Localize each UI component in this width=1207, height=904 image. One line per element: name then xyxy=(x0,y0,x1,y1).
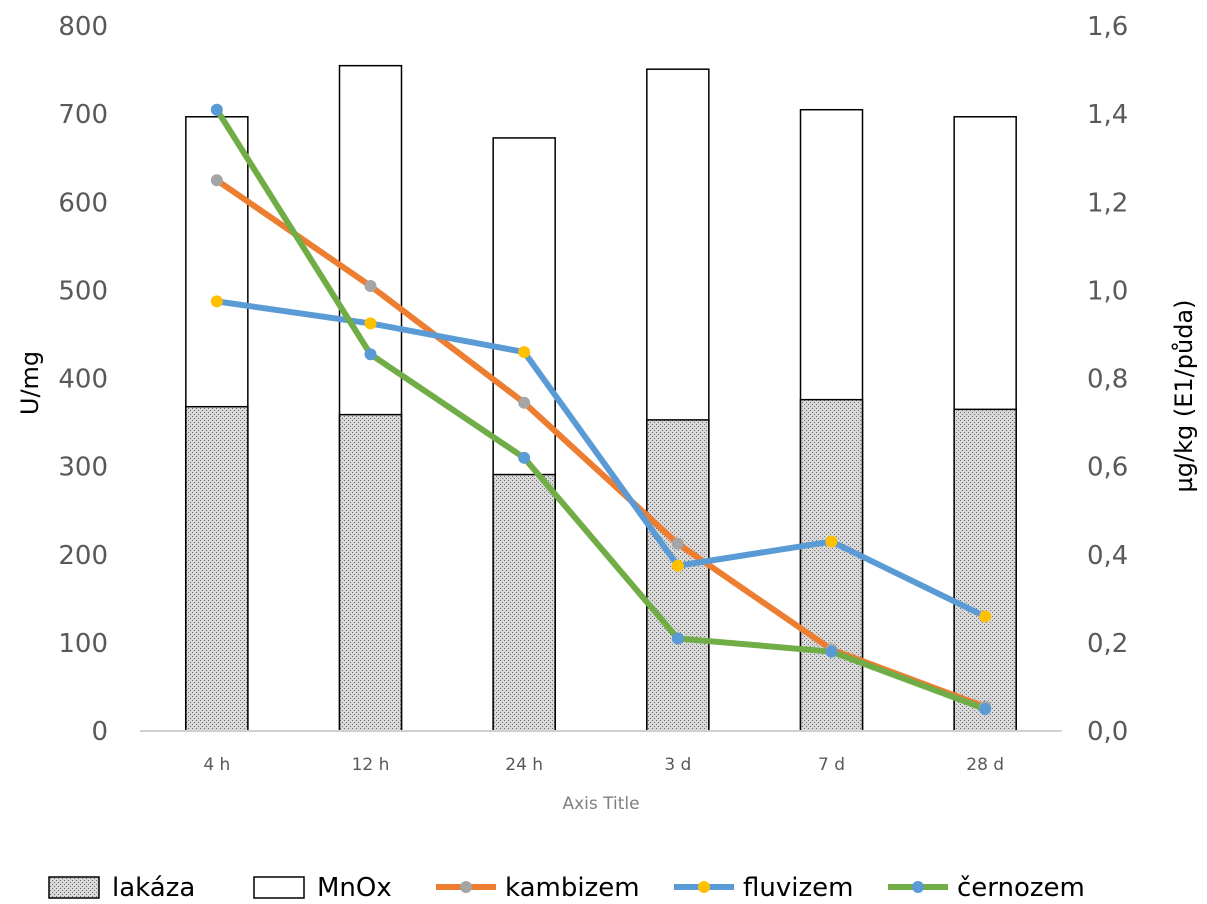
x-tick-label: 12 h xyxy=(352,755,390,775)
line-layer xyxy=(210,103,992,715)
point-cernozem-12-h xyxy=(364,348,377,361)
point-fluvizem-12-h xyxy=(364,317,377,330)
point-cernozem-24-h xyxy=(518,451,531,464)
right-tick-label: 0,6 xyxy=(1087,453,1128,483)
bar-lakaza-24-h xyxy=(492,473,556,732)
legend: lakáza MnOx kambizem fluvizem černozem xyxy=(48,873,1085,903)
left-tick-label: 0 xyxy=(91,717,108,747)
point-cernozem-3-d xyxy=(671,632,684,645)
point-cernozem-28-d xyxy=(979,702,992,715)
bar-lakaza-3-d xyxy=(646,419,710,732)
left-tick-label: 100 xyxy=(58,629,108,659)
point-cernozem-7-d xyxy=(825,645,838,658)
legend-item-kambizem: kambizem xyxy=(436,873,640,903)
legend-swatch-mnox xyxy=(253,876,305,899)
bar-layer xyxy=(185,64,1017,732)
legend-marker-kambizem xyxy=(460,881,472,893)
left-axis-title: U/mg xyxy=(16,351,44,415)
right-tick-label: 1,2 xyxy=(1087,188,1128,218)
legend-item-fluvizem: fluvizem xyxy=(674,873,853,903)
right-tick-label: 1,6 xyxy=(1087,12,1128,42)
legend-item-cernozem: černozem xyxy=(888,873,1085,903)
right-tick-label: 0,8 xyxy=(1087,365,1128,395)
left-tick-label: 300 xyxy=(58,453,108,483)
point-fluvizem-24-h xyxy=(518,346,531,359)
x-tick-label: 24 h xyxy=(505,755,543,775)
point-fluvizem-4-h xyxy=(210,295,223,308)
x-tick-label: 3 d xyxy=(664,755,691,775)
right-tick-label: 1,4 xyxy=(1087,100,1128,130)
legend-label-fluvizem: fluvizem xyxy=(743,873,853,903)
x-axis-title: Axis Title xyxy=(562,794,639,814)
legend-item-mnox: MnOx xyxy=(253,873,392,903)
bar-lakaza-4-h xyxy=(185,405,249,732)
legend-item-lakaza: lakáza xyxy=(48,873,195,903)
bar-lakaza-7-d xyxy=(799,398,864,732)
point-kambizem-3-d xyxy=(671,537,684,550)
left-tick-label: 800 xyxy=(58,12,108,42)
left-tick-label: 600 xyxy=(58,188,108,218)
legend-label-mnox: MnOx xyxy=(317,873,392,903)
left-tick-label: 400 xyxy=(58,365,108,395)
point-kambizem-4-h xyxy=(210,174,223,187)
point-fluvizem-28-d xyxy=(979,610,992,623)
point-cernozem-4-h xyxy=(210,103,223,116)
legend-marker-cernozem xyxy=(912,881,924,893)
point-kambizem-24-h xyxy=(518,396,531,409)
right-tick-label: 1,0 xyxy=(1087,276,1128,306)
right-tick-label: 0,2 xyxy=(1087,629,1128,659)
left-tick-label: 200 xyxy=(58,541,108,571)
left-tick-label: 500 xyxy=(58,276,108,306)
legend-swatch-lakaza xyxy=(48,876,100,899)
point-fluvizem-3-d xyxy=(671,559,684,572)
line-cernozem xyxy=(213,106,989,712)
x-axis-ticks: 4 h 12 h 24 h 3 d 7 d 28 d xyxy=(203,755,1004,775)
point-fluvizem-7-d xyxy=(825,535,838,548)
bar-lakaza-28-d xyxy=(953,408,1017,732)
left-tick-label: 700 xyxy=(58,100,108,130)
line-fluvizem xyxy=(213,298,989,620)
legend-marker-fluvizem xyxy=(698,881,710,893)
legend-label-cernozem: černozem xyxy=(957,873,1085,903)
legend-label-lakaza: lakáza xyxy=(112,873,195,903)
right-axis-title: µg/kg (E1/půda) xyxy=(1170,300,1198,493)
left-axis-ticks: 0 100 200 300 400 500 600 700 800 xyxy=(58,12,108,747)
x-tick-label: 7 d xyxy=(818,755,845,775)
x-tick-label: 4 h xyxy=(203,755,230,775)
legend-label-kambizem: kambizem xyxy=(505,873,640,903)
bar-lakaza-12-h xyxy=(338,413,403,732)
x-tick-label: 28 d xyxy=(966,755,1004,775)
line-kambizem xyxy=(213,177,989,710)
point-kambizem-12-h xyxy=(364,279,377,292)
right-tick-label: 0,4 xyxy=(1087,541,1128,571)
right-axis-ticks: 0,0 0,2 0,4 0,6 0,8 1,0 1,2 1,4 1,6 xyxy=(1087,12,1128,747)
right-tick-label: 0,0 xyxy=(1087,717,1128,747)
